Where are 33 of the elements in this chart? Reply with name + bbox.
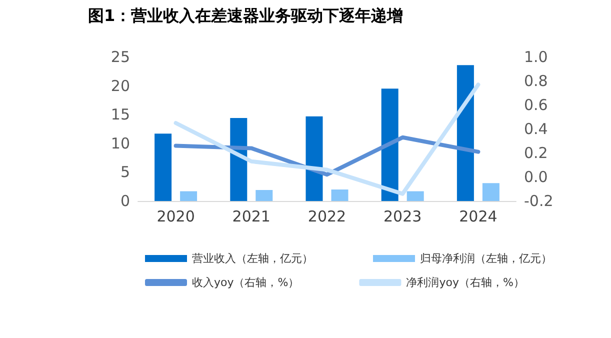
y2-tick-label: 0.6 xyxy=(524,96,548,114)
legend-label: 净利润yoy（右轴，%） xyxy=(406,276,524,289)
bar xyxy=(306,116,323,201)
chart-title: 图1：营业收入在差速器业务驱动下逐年递增 xyxy=(88,6,404,27)
line-series xyxy=(174,82,480,196)
y-tick-label: 15 xyxy=(110,106,130,124)
y2-tick-label: 1.0 xyxy=(524,48,548,66)
y2-tick-label: -0.2 xyxy=(524,192,554,210)
y-tick-label: 10 xyxy=(110,134,130,152)
x-tick-label: 2021 xyxy=(232,208,270,226)
bar xyxy=(406,191,424,201)
y2-tick-label: 0.4 xyxy=(524,120,548,138)
bar xyxy=(331,189,348,201)
y-tick-label: 0 xyxy=(120,192,130,210)
x-tick-label: 2020 xyxy=(156,208,195,226)
bar xyxy=(482,183,500,201)
x-tick-label: 2023 xyxy=(384,208,422,226)
y2-tick-label: 0.8 xyxy=(524,72,548,90)
y-tick-label: 5 xyxy=(120,163,130,182)
bar xyxy=(180,191,198,201)
y-tick-label: 20 xyxy=(110,76,130,95)
legend-label: 营业收入（左轴，亿元） xyxy=(192,252,313,265)
x-tick-label: 2022 xyxy=(308,208,346,226)
legend-label: 收入yoy（右轴，%） xyxy=(192,276,300,289)
bar xyxy=(381,88,398,201)
y2-tick-label: 0.2 xyxy=(524,144,548,162)
legend-label: 归母净利润（左轴，亿元） xyxy=(420,252,552,265)
y-tick-label: 25 xyxy=(110,48,130,66)
bar xyxy=(154,134,172,201)
bar xyxy=(256,190,273,201)
x-tick-label: 2024 xyxy=(459,208,498,226)
y2-tick-label: 0.0 xyxy=(524,168,548,186)
bar xyxy=(456,65,474,201)
